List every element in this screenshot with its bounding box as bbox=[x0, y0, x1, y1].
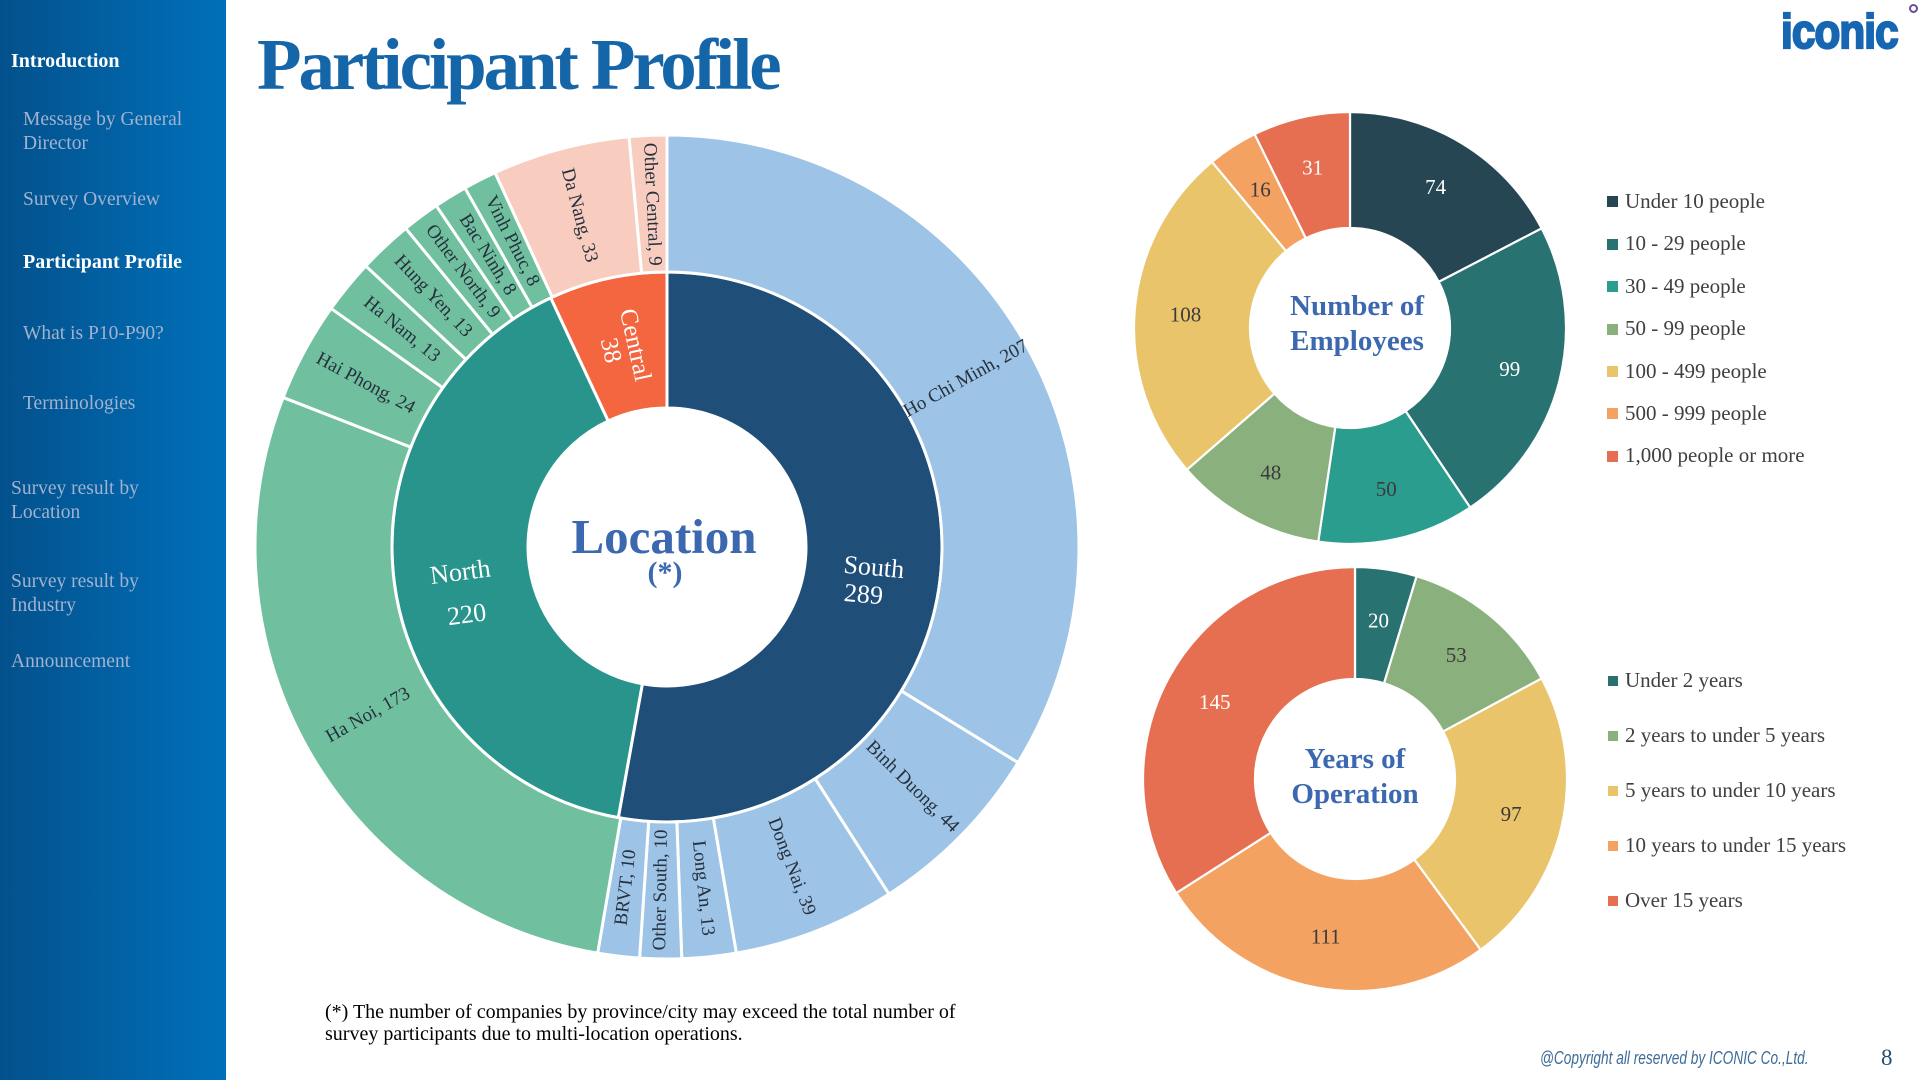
svg-text:16: 16 bbox=[1250, 178, 1271, 202]
svg-text:38: 38 bbox=[595, 335, 627, 365]
svg-text:Number of: Number of bbox=[1290, 290, 1424, 322]
svg-text:97: 97 bbox=[1501, 802, 1522, 826]
svg-text:South: South bbox=[842, 550, 905, 584]
svg-text:145: 145 bbox=[1199, 690, 1231, 714]
svg-text:50: 50 bbox=[1376, 477, 1397, 501]
svg-text:74: 74 bbox=[1425, 175, 1447, 199]
svg-text:99: 99 bbox=[1499, 357, 1520, 381]
svg-text:220: 220 bbox=[446, 597, 488, 631]
svg-text:Years of: Years of bbox=[1305, 743, 1406, 775]
svg-text:Employees: Employees bbox=[1290, 325, 1424, 357]
svg-text:Location: Location bbox=[571, 509, 756, 564]
svg-text:(*): (*) bbox=[648, 556, 683, 589]
svg-text:31: 31 bbox=[1302, 155, 1323, 179]
svg-text:108: 108 bbox=[1170, 303, 1202, 327]
svg-text:20: 20 bbox=[1368, 609, 1389, 633]
svg-text:111: 111 bbox=[1311, 924, 1341, 948]
svg-text:53: 53 bbox=[1446, 643, 1467, 667]
svg-text:289: 289 bbox=[843, 578, 884, 610]
svg-text:48: 48 bbox=[1260, 461, 1281, 485]
svg-text:Other South, 10: Other South, 10 bbox=[649, 829, 672, 950]
svg-text:Operation: Operation bbox=[1291, 778, 1418, 810]
